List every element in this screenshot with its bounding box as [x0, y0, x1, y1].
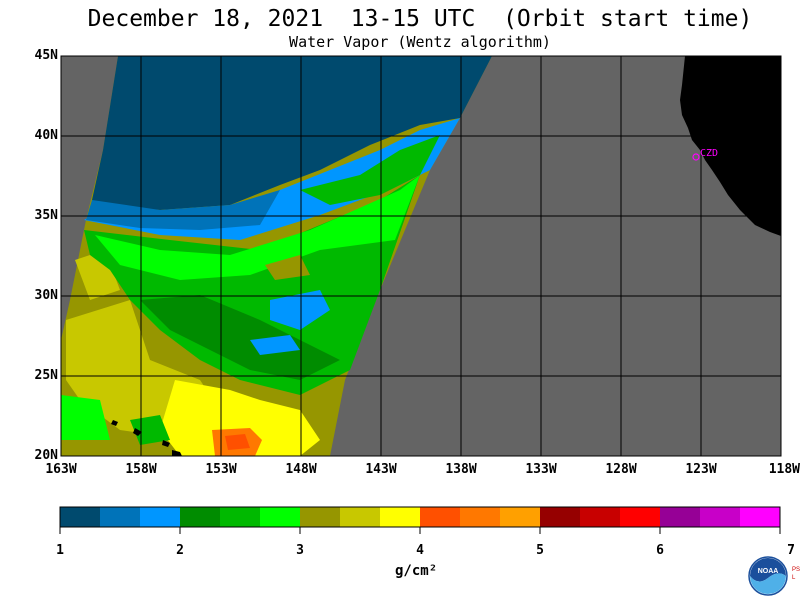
longitude-label: 153W — [205, 462, 237, 477]
colorbar-tick-label: 6 — [656, 543, 664, 558]
colorbar-swatch — [740, 507, 781, 527]
longitude-label: 133W — [525, 462, 557, 477]
colorbar-swatch — [700, 507, 741, 527]
green-tongue — [300, 135, 440, 205]
map-title: December 18, 2021 13-15 UTC (Orbit start… — [87, 6, 753, 32]
longitude-label: 138W — [445, 462, 477, 477]
station-marker — [692, 153, 700, 161]
station-label: CZD — [700, 148, 718, 159]
dry-patch-1 — [270, 290, 330, 330]
colorbar-tick-label: 5 — [536, 543, 544, 558]
high-moisture-zone — [160, 380, 320, 456]
svg-text:NOAA: NOAA — [758, 568, 779, 575]
psl-text: PSL — [792, 567, 800, 581]
colorbar-swatch — [660, 507, 701, 527]
noaa-logo: NOAA — [748, 556, 788, 596]
dark-green-patch — [140, 295, 340, 380]
southwest-green — [61, 395, 110, 440]
colorbar-swatch — [340, 507, 381, 527]
hawaii-island-4 — [172, 450, 182, 456]
latitude-label: 30N — [34, 288, 58, 303]
colorbar — [60, 507, 781, 527]
longitude-label: 163W — [45, 462, 77, 477]
california-coast — [680, 56, 781, 236]
longitude-label: 128W — [605, 462, 637, 477]
peak-moisture-spot — [225, 434, 250, 450]
latitude-label: 35N — [34, 208, 58, 223]
colorbar-units: g/cm² — [395, 563, 438, 579]
colorbar-tick-label: 4 — [416, 543, 424, 558]
data-swath — [61, 56, 492, 456]
map-border — [60, 55, 782, 457]
map-field — [61, 56, 781, 456]
colorbar-swatch — [420, 507, 461, 527]
colorbar-swatch — [140, 507, 181, 527]
latitude-label: 20N — [34, 448, 58, 463]
colorbar-swatch — [220, 507, 261, 527]
longitude-label: 143W — [365, 462, 397, 477]
colorbar-tick-label: 7 — [787, 543, 795, 558]
colorbar-swatch — [180, 507, 221, 527]
colorbar-swatch — [460, 507, 501, 527]
colorbar-tick-label: 3 — [296, 543, 304, 558]
colorbar-swatch — [100, 507, 141, 527]
colorbar-tick-label: 1 — [56, 543, 64, 558]
hawaii-island-1 — [111, 420, 118, 426]
latitude-label: 25N — [34, 368, 58, 383]
longitude-label: 148W — [285, 462, 317, 477]
colorbar-swatch — [300, 507, 341, 527]
bright-green-band — [95, 175, 420, 280]
map-subtitle: Water Vapor (Wentz algorithm) — [289, 33, 551, 51]
latitude-label: 45N — [34, 48, 58, 63]
longitude-label: 123W — [685, 462, 717, 477]
latitude-label: 40N — [34, 128, 58, 143]
dry-patch-2 — [250, 335, 300, 355]
colorbar-swatch — [260, 507, 301, 527]
colorbar-swatch — [60, 507, 101, 527]
colorbar-ticks — [59, 527, 781, 534]
southwest-green-2 — [130, 415, 170, 445]
transition-band — [86, 190, 280, 230]
colorbar-swatch — [540, 507, 581, 527]
longitude-label: 158W — [125, 462, 157, 477]
colorbar-swatch — [380, 507, 421, 527]
colorbar-swatch — [580, 507, 621, 527]
very-dry-region — [92, 56, 492, 210]
olive-patch — [265, 255, 310, 280]
colorbar-swatch — [620, 507, 661, 527]
longitude-label: 118W — [768, 462, 800, 477]
hawaii-island-3 — [162, 440, 170, 447]
hawaii-island-2 — [133, 428, 142, 436]
colorbar-swatch — [500, 507, 541, 527]
colorbar-tick-label: 2 — [176, 543, 184, 558]
